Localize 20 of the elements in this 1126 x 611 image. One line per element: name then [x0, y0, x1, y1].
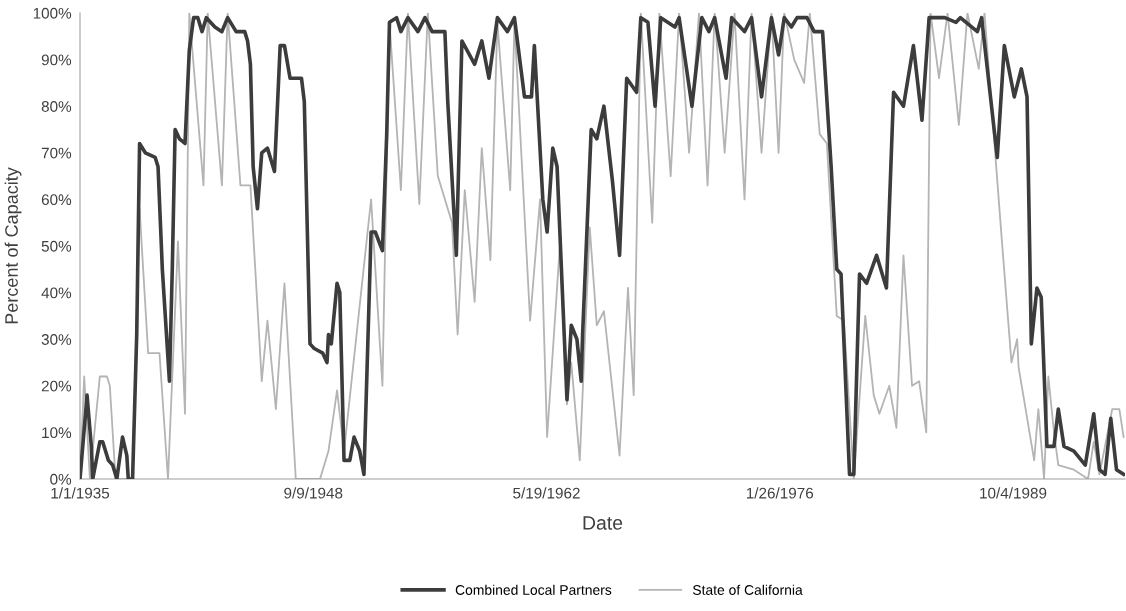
x-tick-label: 1/1/1935	[51, 487, 110, 499]
legend-label: Combined Local Partners	[455, 584, 612, 595]
legend-label: State of California	[692, 584, 803, 595]
y-tick-label: 40%	[41, 287, 72, 299]
y-tick-label: 30%	[41, 334, 72, 345]
y-tick-label: 0%	[50, 473, 72, 485]
x-tick-label: 9/9/1948	[284, 487, 343, 499]
x-tick-label: 5/19/1962	[513, 487, 580, 499]
y-tick-label: 50%	[41, 240, 72, 252]
y-tick-label: 10%	[42, 427, 72, 439]
y-tick-label: 90%	[41, 54, 72, 66]
x-tick-label: 1/26/1976	[746, 487, 814, 499]
y-tick-label: 70%	[41, 147, 72, 159]
y-tick-label: 100%	[33, 7, 72, 19]
x-axis-title: Date	[583, 516, 623, 530]
y-axis-title: Percent of Capacity	[4, 167, 22, 324]
y-tick-label: 80%	[41, 101, 72, 112]
y-tick-label: 20%	[41, 380, 72, 392]
x-tick-label: 10/4/1989	[980, 487, 1047, 499]
y-tick-label: 60%	[41, 194, 72, 206]
